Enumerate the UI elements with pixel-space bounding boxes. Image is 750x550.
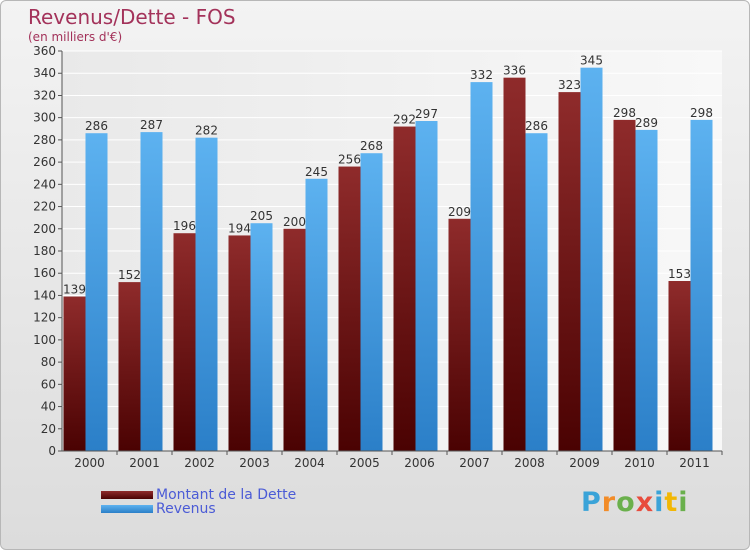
data-label-debt: 152 <box>118 268 141 282</box>
bar-debt <box>613 119 636 451</box>
bar-debt <box>448 218 471 451</box>
bar-debt <box>173 233 196 451</box>
y-tick-label: 140 <box>33 288 56 302</box>
data-label-revenus: 287 <box>140 118 163 132</box>
data-label-revenus: 289 <box>635 116 658 130</box>
y-tick-label: 80 <box>41 355 56 369</box>
y-tick-label: 300 <box>33 111 56 125</box>
bar-debt <box>393 126 416 452</box>
bar-debt <box>558 92 581 451</box>
logo-letter: P <box>581 487 602 518</box>
data-label-revenus: 205 <box>250 209 273 223</box>
x-tick-label: 2000 <box>74 456 105 470</box>
bar-revenus <box>140 132 163 451</box>
legend-swatch-revenus <box>101 505 153 513</box>
bar-revenus <box>195 137 218 451</box>
bar-debt <box>338 166 361 452</box>
data-label-debt: 292 <box>393 113 416 127</box>
legend-label-debt: Montant de la Dette <box>156 487 297 503</box>
bar-revenus <box>250 223 273 451</box>
data-label-revenus: 245 <box>305 165 328 179</box>
y-tick-label: 60 <box>41 377 56 391</box>
x-tick-label: 2006 <box>404 456 435 470</box>
data-label-debt: 194 <box>228 221 251 235</box>
bar-revenus <box>635 129 658 451</box>
data-label-revenus: 332 <box>470 68 493 82</box>
data-label-debt: 139 <box>63 283 86 297</box>
y-tick-label: 20 <box>41 422 56 436</box>
bar-debt <box>63 296 86 451</box>
y-tick-label: 100 <box>33 333 56 347</box>
chart-title: Revenus/Dette - FOS <box>28 5 236 29</box>
data-label-revenus: 268 <box>360 139 383 153</box>
bar-revenus <box>525 133 548 451</box>
bar-revenus <box>85 133 108 451</box>
bar-revenus <box>470 82 493 451</box>
bar-revenus <box>305 178 328 451</box>
data-label-revenus: 297 <box>415 107 438 121</box>
data-label-revenus: 286 <box>85 119 108 133</box>
y-tick-label: 200 <box>33 222 56 236</box>
logo-letter: x <box>635 487 655 518</box>
x-tick-label: 2004 <box>294 456 325 470</box>
bar-debt <box>283 228 306 451</box>
bar-revenus <box>415 121 438 451</box>
y-tick-label: 40 <box>41 400 56 414</box>
logo-letter: i <box>678 487 689 518</box>
y-tick-label: 180 <box>33 244 56 258</box>
y-tick-label: 260 <box>33 155 56 169</box>
y-tick-label: 320 <box>33 88 56 102</box>
data-label-debt: 298 <box>613 106 636 120</box>
y-tick-label: 360 <box>33 44 56 58</box>
logo-letter: o <box>616 487 636 518</box>
bar-revenus <box>580 67 603 452</box>
x-tick-label: 2008 <box>514 456 545 470</box>
y-tick-label: 340 <box>33 66 56 80</box>
y-tick-label: 160 <box>33 266 56 280</box>
data-label-debt: 153 <box>668 267 691 281</box>
data-label-revenus: 345 <box>580 54 603 68</box>
data-label-debt: 209 <box>448 205 471 219</box>
bar-debt <box>503 77 526 452</box>
data-label-revenus: 298 <box>690 106 713 120</box>
bar-debt <box>228 235 251 451</box>
logo-letter: t <box>664 487 679 518</box>
proxiti-logo: Proxiti <box>581 487 689 518</box>
chart-subtitle: (en milliers d'€) <box>28 30 123 44</box>
data-label-debt: 336 <box>503 64 526 78</box>
data-label-revenus: 282 <box>195 124 218 138</box>
y-tick-label: 220 <box>33 200 56 214</box>
data-label-revenus: 286 <box>525 119 548 133</box>
x-tick-label: 2009 <box>569 456 600 470</box>
bar-revenus <box>360 153 383 451</box>
y-tick-label: 280 <box>33 133 56 147</box>
x-tick-label: 2003 <box>239 456 270 470</box>
bar-debt <box>668 281 691 451</box>
x-tick-label: 2001 <box>129 456 160 470</box>
x-tick-label: 2010 <box>624 456 655 470</box>
data-label-debt: 200 <box>283 215 306 229</box>
x-tick-label: 2002 <box>184 456 215 470</box>
legend-label-revenus: Revenus <box>156 501 216 517</box>
x-tick-label: 2007 <box>459 456 490 470</box>
y-tick-label: 120 <box>33 311 56 325</box>
y-tick-label: 0 <box>48 444 56 458</box>
x-tick-label: 2005 <box>349 456 380 470</box>
bar-debt <box>118 282 141 451</box>
bar-revenus <box>690 119 713 451</box>
data-label-debt: 323 <box>558 78 581 92</box>
y-tick-label: 240 <box>33 177 56 191</box>
logo-letter: r <box>601 487 617 518</box>
data-label-debt: 196 <box>173 219 196 233</box>
data-label-debt: 256 <box>338 153 361 167</box>
logo-letter: i <box>654 487 665 518</box>
x-tick-label: 2011 <box>679 456 710 470</box>
legend-swatch-debt <box>101 491 153 499</box>
